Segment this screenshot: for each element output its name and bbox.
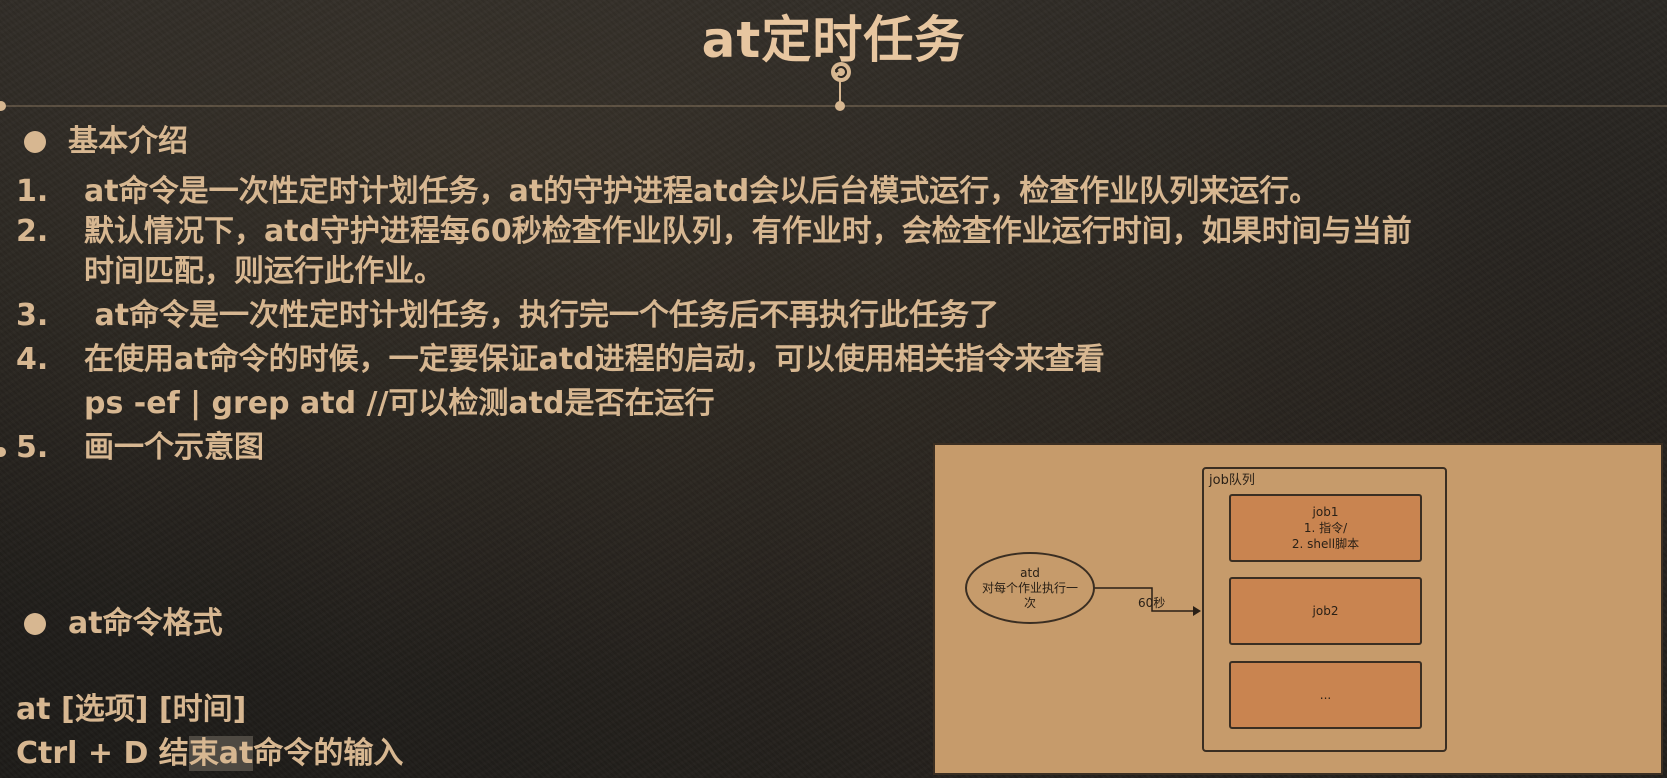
ctrl-d-line: Ctrl + D 结束at命令的输入 [16, 736, 404, 771]
job-2-node: job2 [1229, 577, 1422, 645]
reload-icon[interactable] [827, 58, 855, 86]
divider-dot-center [835, 101, 845, 111]
atd-process-node: atd 对每个作业执行一 次 [965, 552, 1095, 624]
job-queue: job队列 job1 1. 指令/ 2. shell脚本 job2 ... [1202, 467, 1447, 752]
section-format-heading: at命令格式 [16, 604, 223, 644]
divider-dot-left [0, 101, 6, 111]
title-connector [839, 80, 841, 104]
intro-item-5: 5. 画一个示意图 [16, 430, 264, 465]
item5-dot [0, 447, 6, 457]
divider-line [0, 105, 1667, 107]
intro-item-4: 4. 在使用at命令的时候，一定要保证atd进程的启动，可以使用相关指令来查看 [16, 342, 1105, 377]
format-line: at [选项] [时间] [16, 692, 247, 727]
bullet-icon [24, 613, 46, 635]
diagram-connectors [1093, 587, 1201, 616]
atd-diagram: atd 对每个作业执行一 次 60秒 job队列 job1 1. 指令/ 2. … [933, 443, 1663, 775]
interval-label: 60秒 [1138, 596, 1166, 610]
intro-item-2-cont: 时间匹配，则运行此作业。 [84, 254, 444, 289]
bullet-icon [24, 131, 46, 153]
intro-item-3: 3. at命令是一次性定时计划任务，执行完一个任务后不再执行此任务了 [16, 298, 1000, 333]
job-1-node: job1 1. 指令/ 2. shell脚本 [1229, 494, 1422, 562]
text-selection-highlight: 束at [188, 736, 254, 771]
section-basic-intro-heading: 基本介绍 [16, 122, 188, 162]
intro-item-2: 2. 默认情况下，atd守护进程每60秒检查作业队列，有作业时，会检查作业运行时间… [16, 214, 1412, 249]
intro-item-4-command: ps -ef | grep atd //可以检测atd是否在运行 [84, 386, 715, 421]
job-queue-label: job队列 [1209, 473, 1255, 488]
slide-title: at定时任务 [701, 11, 966, 69]
job-more-node: ... [1229, 661, 1422, 729]
intro-item-1: 1. at命令是一次性定时计划任务，at的守护进程atd会以后台模式运行，检查作业… [16, 174, 1320, 209]
